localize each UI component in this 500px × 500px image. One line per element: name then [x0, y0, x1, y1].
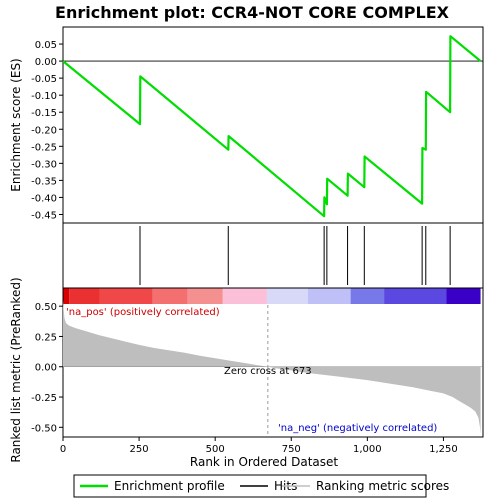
- legend-label: Enrichment profile: [114, 479, 225, 493]
- heatbar-segment: [187, 288, 223, 304]
- negative-correlation-label: 'na_neg' (negatively correlated): [278, 423, 437, 434]
- x-tick-label: 750: [282, 444, 301, 455]
- bottom-y-tick-label: 0.25: [35, 332, 57, 343]
- correlation-heatbar: [63, 288, 481, 304]
- top-y-tick-label: -0.25: [31, 142, 57, 153]
- top-y-tick-label: 0.00: [35, 57, 57, 68]
- chart-legend: Enrichment profile Hits Ranking metric sco…: [73, 474, 449, 498]
- top-y-tick-label: 0.05: [35, 40, 57, 51]
- top-plot-frame: [62, 26, 484, 224]
- x-tick-label: 250: [130, 444, 149, 455]
- legend-label: Ranking metric scores: [316, 479, 449, 493]
- heatbar-segment: [446, 288, 481, 304]
- bottom-y-tick-label: -0.50: [31, 423, 57, 434]
- ranked-metric-panel: 0.50 0.25 0.00 -0.25 -0.500 250 500 750 1,000 1,2…: [31, 287, 484, 455]
- x-axis-label: Rank in Ordered Dataset: [190, 455, 338, 469]
- top-y-tick-label: -0.15: [31, 108, 57, 119]
- top-y-tick-label: -0.30: [31, 159, 57, 170]
- heatbar-segment: [99, 288, 153, 304]
- ranking-metric-area: [63, 300, 481, 435]
- top-y-tick-label: -0.35: [31, 176, 57, 187]
- heatbar-segment: [384, 288, 447, 304]
- zero-cross-label: Zero cross at 673: [224, 366, 312, 377]
- heatbar-segment: [63, 288, 70, 304]
- top-y-axis-label: Enrichment score (ES): [9, 58, 23, 191]
- positive-correlation-label: 'na_pos' (positively correlated): [66, 307, 220, 318]
- enrichment-profile-line: [62, 35, 482, 218]
- top-y-tick-label: -0.05: [31, 74, 57, 85]
- top-y-tick-label: -0.10: [31, 91, 57, 102]
- x-tick-label: 500: [206, 444, 225, 455]
- heatbar-segment: [69, 288, 100, 304]
- top-y-tick-label: -0.45: [31, 210, 57, 221]
- hits-frame: [62, 222, 484, 289]
- x-tick-label: 0: [60, 444, 66, 455]
- x-tick-label: 1,250: [429, 444, 458, 455]
- heatbar-segment: [222, 288, 267, 304]
- heatbar-segment: [152, 288, 188, 304]
- bottom-y-axis-label: Ranked list metric (PreRanked): [9, 277, 23, 462]
- hits-panel: [62, 222, 484, 289]
- heatbar-segment: [350, 288, 385, 304]
- heatbar-segment: [266, 288, 308, 304]
- heatbar-segment: [308, 288, 351, 304]
- chart-title: Enrichment plot: CCR4-NOT CORE COMPLEX: [55, 3, 450, 22]
- bottom-y-tick-label: 0.50: [35, 302, 57, 313]
- bottom-y-tick-label: 0.00: [35, 363, 57, 374]
- enrichment-score-panel: 0.05 0.00 -0.05 -0.10 -0.15 -0.20 -0.25 -0.30 -0…: [31, 26, 484, 224]
- top-y-tick-label: -0.40: [31, 193, 57, 204]
- bottom-y-tick-label: -0.25: [31, 393, 57, 404]
- top-y-tick-label: -0.20: [31, 125, 57, 136]
- x-tick-label: 1,000: [353, 444, 382, 455]
